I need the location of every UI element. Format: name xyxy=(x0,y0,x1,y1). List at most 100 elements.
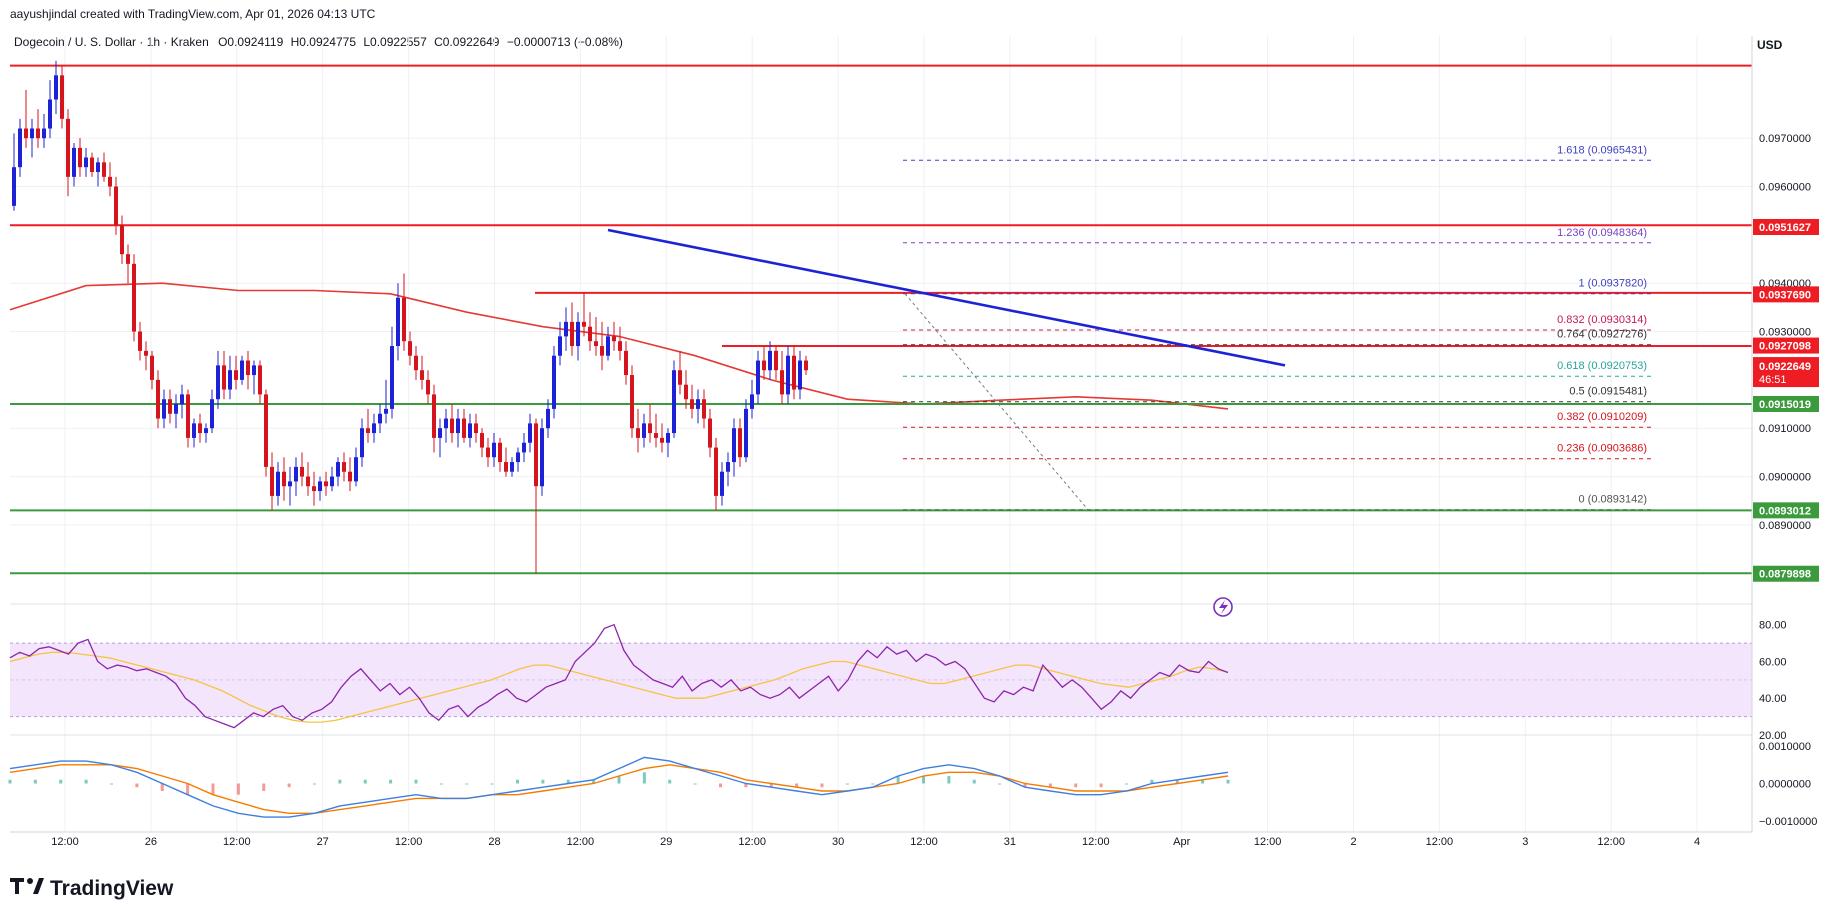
candle-body[interactable] xyxy=(546,408,550,429)
candle-body[interactable] xyxy=(636,428,640,438)
candle-body[interactable] xyxy=(264,394,268,467)
time-axis[interactable]: 12:00 26 12:00 27 12:00 28 12:00 29 12:00 30 12:00… xyxy=(51,836,1700,848)
candle-body[interactable] xyxy=(120,225,124,255)
candle-body[interactable] xyxy=(510,462,514,472)
candle-body[interactable] xyxy=(594,341,598,347)
candle-body[interactable] xyxy=(12,167,16,206)
candle-body[interactable] xyxy=(468,423,472,438)
candle-body[interactable] xyxy=(798,360,802,390)
candle-body[interactable] xyxy=(516,452,520,463)
candle-body[interactable] xyxy=(420,370,424,380)
candle-body[interactable] xyxy=(438,428,442,438)
price-badge[interactable] xyxy=(1753,502,1819,519)
candle-body[interactable] xyxy=(396,297,400,347)
candle-body[interactable] xyxy=(210,399,214,429)
price-badge[interactable] xyxy=(1753,286,1819,303)
candle-body[interactable] xyxy=(804,360,808,371)
candle-body[interactable] xyxy=(96,162,100,173)
candle-body[interactable] xyxy=(60,75,64,119)
candle-body[interactable] xyxy=(342,462,346,472)
candle-body[interactable] xyxy=(228,370,232,390)
candle-body[interactable] xyxy=(192,423,196,438)
candle-body[interactable] xyxy=(198,423,202,434)
candle-body[interactable] xyxy=(42,128,46,139)
candle-body[interactable] xyxy=(222,365,226,390)
candle-body[interactable] xyxy=(492,442,496,458)
candle-body[interactable] xyxy=(780,370,784,395)
candle-body[interactable] xyxy=(666,433,670,443)
candle-body[interactable] xyxy=(282,471,286,487)
candle-body[interactable] xyxy=(336,462,340,477)
candle-body[interactable] xyxy=(576,321,580,347)
price-badge[interactable] xyxy=(1753,218,1819,235)
candle-body[interactable] xyxy=(684,384,688,400)
last-price-badge[interactable] xyxy=(1753,357,1819,388)
candle-body[interactable] xyxy=(498,442,502,463)
candle-body[interactable] xyxy=(456,418,460,434)
candle-body[interactable] xyxy=(366,428,370,434)
candle-body[interactable] xyxy=(414,355,418,371)
candle-body[interactable] xyxy=(84,157,88,168)
candle-body[interactable] xyxy=(408,341,412,356)
candle-body[interactable] xyxy=(318,481,322,492)
candle-body[interactable] xyxy=(474,423,478,434)
candle-body[interactable] xyxy=(486,447,490,458)
candle-body[interactable] xyxy=(720,471,724,496)
candle-body[interactable] xyxy=(774,350,778,371)
candle-body[interactable] xyxy=(600,346,604,356)
candle-body[interactable] xyxy=(378,413,382,424)
candle-body[interactable] xyxy=(570,321,574,347)
candle-body[interactable] xyxy=(744,408,748,458)
candle-body[interactable] xyxy=(540,428,544,487)
candle-body[interactable] xyxy=(126,254,130,264)
candle-body[interactable] xyxy=(258,365,262,395)
candle-body[interactable] xyxy=(432,394,436,438)
candle-body[interactable] xyxy=(324,481,328,487)
candle-body[interactable] xyxy=(132,263,136,332)
candle-body[interactable] xyxy=(300,466,304,477)
candle-body[interactable] xyxy=(654,433,658,438)
candle-body[interactable] xyxy=(552,355,556,409)
candle-body[interactable] xyxy=(564,321,568,337)
candle-body[interactable] xyxy=(204,428,208,434)
candle-body[interactable] xyxy=(312,486,316,492)
candle-body[interactable] xyxy=(162,399,166,419)
candle-body[interactable] xyxy=(330,476,334,487)
candle-body[interactable] xyxy=(150,355,154,380)
candle-body[interactable] xyxy=(384,408,388,414)
candle-body[interactable] xyxy=(750,394,754,409)
candle-body[interactable] xyxy=(348,471,352,482)
candle-body[interactable] xyxy=(660,437,664,443)
candle-body[interactable] xyxy=(624,350,628,376)
candle-body[interactable] xyxy=(360,428,364,458)
candle-body[interactable] xyxy=(426,379,430,395)
candle-body[interactable] xyxy=(288,481,292,487)
candle-body[interactable] xyxy=(144,350,148,356)
candle-body[interactable] xyxy=(180,394,184,405)
candle-body[interactable] xyxy=(402,297,406,342)
candle-body[interactable] xyxy=(708,418,712,448)
candle-body[interactable] xyxy=(768,350,772,371)
candle-body[interactable] xyxy=(66,118,70,177)
candle-body[interactable] xyxy=(450,418,454,434)
candle-body[interactable] xyxy=(234,370,238,380)
candle-body[interactable] xyxy=(108,176,112,187)
candle-body[interactable] xyxy=(588,326,592,342)
candle-body[interactable] xyxy=(276,471,280,496)
price-badge[interactable] xyxy=(1753,337,1819,354)
candle-body[interactable] xyxy=(702,399,706,419)
candle-body[interactable] xyxy=(354,457,358,482)
lightning-icon[interactable] xyxy=(1213,597,1233,617)
candle-body[interactable] xyxy=(762,360,766,371)
price-badge[interactable] xyxy=(1753,395,1819,412)
candle-body[interactable] xyxy=(480,433,484,448)
candle-body[interactable] xyxy=(72,147,76,177)
candle-body[interactable] xyxy=(714,447,718,496)
candle-body[interactable] xyxy=(372,423,376,434)
candle-body[interactable] xyxy=(558,336,562,356)
price-axis[interactable]: 0.09700000.09600000.09400000.09300000.09… xyxy=(10,36,1819,833)
candle-body[interactable] xyxy=(732,428,736,463)
candle-body[interactable] xyxy=(444,418,448,429)
candle-body[interactable] xyxy=(690,399,694,409)
